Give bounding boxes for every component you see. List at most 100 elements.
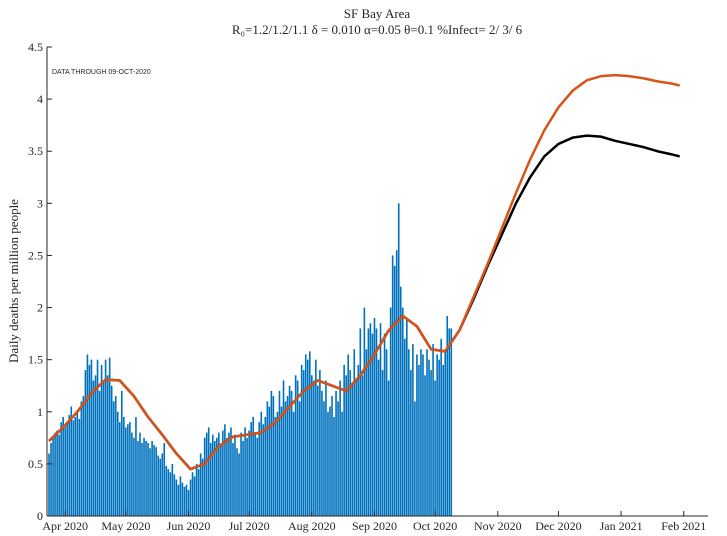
bar xyxy=(98,390,101,516)
bar xyxy=(333,416,335,516)
x-tick-label: Jul 2020 xyxy=(229,519,270,533)
bar xyxy=(197,469,200,516)
bar xyxy=(436,354,438,516)
bar xyxy=(282,380,285,516)
bar xyxy=(420,349,422,516)
y-tick-label: 1 xyxy=(37,405,43,419)
bar xyxy=(256,437,259,516)
bar xyxy=(143,437,145,516)
bar xyxy=(135,416,137,516)
y-tick-label: 3.5 xyxy=(28,144,43,158)
bar xyxy=(385,349,388,516)
bar xyxy=(410,370,412,516)
bar xyxy=(52,437,54,516)
bar xyxy=(92,380,95,516)
bar xyxy=(353,349,356,516)
bar xyxy=(74,416,77,516)
bar xyxy=(274,416,277,516)
x-tick-label: Aug 2020 xyxy=(288,519,336,533)
bar xyxy=(173,474,176,516)
bar xyxy=(248,430,250,516)
bar xyxy=(321,390,323,516)
bar xyxy=(416,354,418,516)
bar xyxy=(139,432,141,516)
bar xyxy=(171,463,174,516)
bar xyxy=(363,307,366,516)
bar xyxy=(211,434,214,516)
bar xyxy=(68,414,71,516)
bar xyxy=(355,380,358,516)
bar xyxy=(112,401,115,516)
bar xyxy=(102,380,105,516)
bar xyxy=(169,472,172,516)
bar xyxy=(327,411,329,516)
bar xyxy=(157,455,159,516)
bar xyxy=(365,349,368,516)
bar xyxy=(446,315,449,516)
bar xyxy=(280,406,283,516)
bar xyxy=(296,380,299,516)
bar xyxy=(343,364,345,516)
bar xyxy=(62,416,64,516)
bar xyxy=(48,453,50,516)
bar xyxy=(149,448,151,516)
x-tick-label: Feb 2021 xyxy=(661,519,706,533)
bar xyxy=(408,349,410,516)
bar xyxy=(254,432,257,516)
bar xyxy=(323,401,325,516)
bar xyxy=(406,317,408,516)
bar xyxy=(165,465,168,516)
bar xyxy=(444,349,447,516)
bar xyxy=(401,307,404,516)
bar xyxy=(294,375,297,516)
bar xyxy=(264,416,267,516)
bar xyxy=(153,445,155,516)
bar xyxy=(205,432,208,516)
x-tick-label: Nov 2020 xyxy=(474,519,522,533)
bar xyxy=(412,344,414,516)
bar xyxy=(345,375,347,516)
bar xyxy=(129,422,131,516)
bar xyxy=(54,432,56,516)
bar xyxy=(64,427,67,516)
bar xyxy=(116,411,119,516)
bar xyxy=(120,390,123,516)
bar xyxy=(313,380,315,516)
bar xyxy=(137,440,139,516)
bar xyxy=(175,479,178,516)
x-tick-label: Oct 2020 xyxy=(413,519,457,533)
bar xyxy=(100,364,103,516)
bar xyxy=(331,396,333,516)
annotation: DATA THROUGH 09-OCT-2020 xyxy=(52,69,151,76)
bar xyxy=(422,354,424,516)
bar xyxy=(222,430,224,516)
bar xyxy=(80,401,83,516)
bar xyxy=(195,463,198,516)
forecast-line xyxy=(48,73,681,471)
bar xyxy=(189,479,192,516)
bar xyxy=(209,443,212,516)
bar xyxy=(218,432,220,516)
bar xyxy=(397,203,400,517)
bar xyxy=(298,401,301,516)
bar xyxy=(319,370,321,516)
bar xyxy=(432,344,434,516)
bar xyxy=(199,453,202,516)
bar xyxy=(246,437,248,516)
bar xyxy=(339,380,341,516)
bar xyxy=(118,422,121,516)
bar xyxy=(250,422,252,516)
bar xyxy=(58,434,60,516)
bar xyxy=(72,420,75,516)
bar xyxy=(367,328,370,516)
bar xyxy=(260,411,263,516)
bar xyxy=(434,380,436,516)
bar xyxy=(341,411,343,516)
bar xyxy=(359,328,362,516)
bar xyxy=(193,476,196,516)
bar xyxy=(375,328,378,516)
bar xyxy=(278,390,281,516)
bar xyxy=(114,396,117,516)
bar xyxy=(262,424,265,516)
bar xyxy=(337,401,339,516)
